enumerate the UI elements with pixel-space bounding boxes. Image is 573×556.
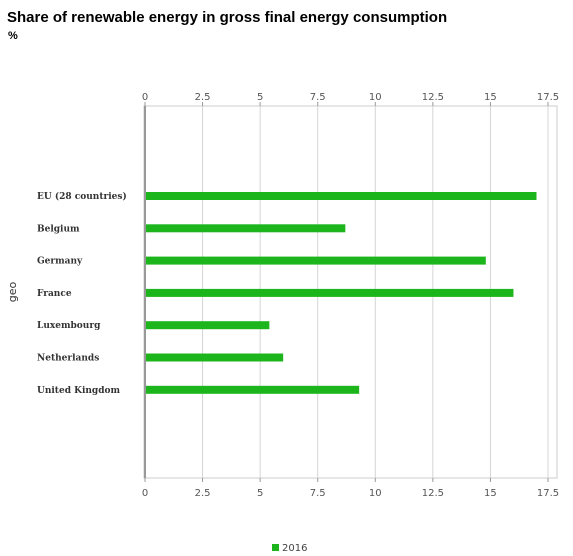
- x-tick-label-top: 2.5: [195, 92, 211, 103]
- x-tick-label-bottom: 10: [369, 488, 382, 499]
- x-tick-label-bottom: 17.5: [537, 488, 559, 499]
- x-tick-label-top: 5: [257, 92, 263, 103]
- bar: [146, 288, 514, 297]
- x-tick-label-top: 12.5: [422, 92, 444, 103]
- bar: [146, 321, 270, 330]
- category-label: Netherlands: [37, 354, 99, 364]
- x-tick-labels-top: 0 2.5 5 7.5 10 12.5 15 17.5: [142, 92, 559, 103]
- bar: [146, 385, 360, 394]
- chart-title: Share of renewable energy in gross final…: [7, 9, 448, 26]
- bar: [146, 192, 537, 200]
- category-label: EU (28 countries): [37, 191, 127, 202]
- x-tick-label-top: 10: [369, 92, 382, 103]
- bar: [146, 256, 486, 265]
- bar: [146, 353, 284, 362]
- category-label: Germany: [37, 257, 83, 267]
- x-tick-label-bottom: 0: [142, 488, 148, 499]
- category-labels: EU (28 countries) Belgium Germany France Lux…: [37, 191, 127, 396]
- x-tick-labels-bottom: 0 2.5 5 7.5 10 12.5 15 17.5: [142, 488, 559, 499]
- x-tick-label-top: 15: [484, 92, 497, 103]
- legend-label-2016: 2016: [282, 543, 307, 554]
- x-tick-label-bottom: 15: [484, 488, 497, 499]
- x-tick-label-top: 7.5: [310, 92, 326, 103]
- x-tick-label-bottom: 5: [257, 488, 263, 499]
- x-tick-label-top: 17.5: [537, 92, 559, 103]
- bars: [146, 192, 537, 394]
- category-label: Luxembourg: [37, 321, 101, 331]
- x-tick-label-bottom: 7.5: [310, 488, 326, 499]
- bar: [146, 224, 346, 233]
- chart-unit: %: [8, 30, 18, 42]
- category-label: France: [37, 289, 72, 299]
- legend-swatch-2016: [272, 544, 279, 551]
- x-tick-label-top: 0: [142, 92, 148, 103]
- x-tick-label-bottom: 2.5: [195, 488, 211, 499]
- category-label: Belgium: [37, 224, 80, 234]
- category-label: United Kingdom: [37, 386, 120, 396]
- legend: 2016: [272, 543, 307, 554]
- x-tick-label-bottom: 12.5: [422, 488, 444, 499]
- y-axis-title: geo: [6, 281, 19, 302]
